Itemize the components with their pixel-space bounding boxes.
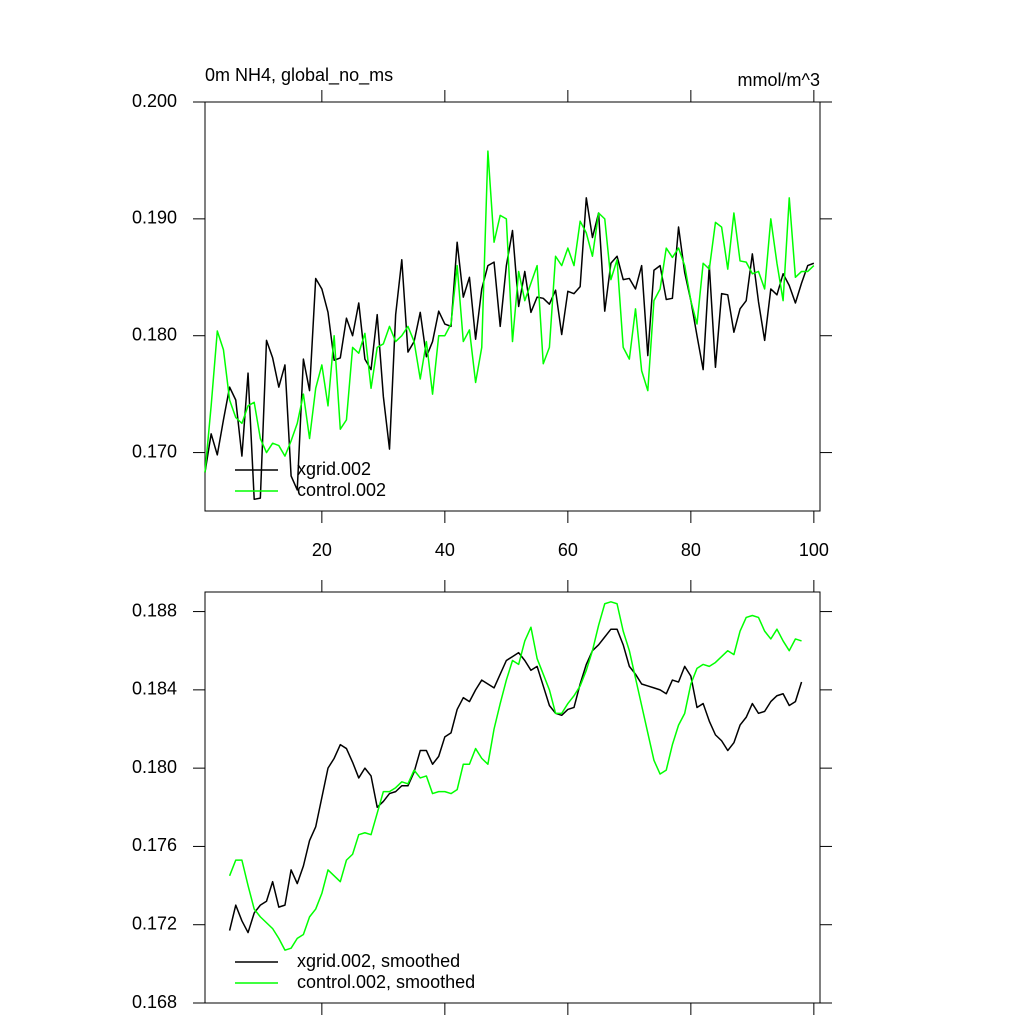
data-line bbox=[228, 601, 802, 951]
x-tick-label: 100 bbox=[799, 540, 829, 560]
data-line bbox=[228, 628, 803, 934]
y-tick-label: 0.188 bbox=[132, 600, 177, 620]
y-tick-label: 0.184 bbox=[132, 679, 177, 699]
units-label: mmol/m^3 bbox=[738, 70, 820, 90]
chart-title: 0m NH4, global_no_ms bbox=[205, 65, 393, 86]
data-line bbox=[204, 197, 815, 501]
y-tick-label: 0.172 bbox=[132, 913, 177, 933]
plot-frame bbox=[204, 591, 821, 1004]
x-tick-label: 60 bbox=[558, 540, 578, 560]
x-tick-label: 20 bbox=[312, 540, 332, 560]
y-tick-label: 0.170 bbox=[132, 441, 177, 461]
legend-label: xgrid.002 bbox=[297, 459, 371, 479]
x-tick-label: 80 bbox=[681, 540, 701, 560]
x-tick-label: 40 bbox=[435, 540, 455, 560]
y-tick-label: 0.200 bbox=[132, 91, 177, 111]
legend-label: xgrid.002, smoothed bbox=[297, 951, 460, 971]
y-tick-label: 0.190 bbox=[132, 208, 177, 228]
legend-label: control.002, smoothed bbox=[297, 972, 475, 992]
y-tick-label: 0.168 bbox=[132, 992, 177, 1012]
y-tick-label: 0.176 bbox=[132, 835, 177, 855]
y-tick-label: 0.180 bbox=[132, 324, 177, 344]
plot-frame bbox=[204, 101, 821, 512]
y-tick-label: 0.180 bbox=[132, 757, 177, 777]
legend-label: control.002 bbox=[297, 480, 386, 500]
data-line bbox=[204, 150, 815, 473]
